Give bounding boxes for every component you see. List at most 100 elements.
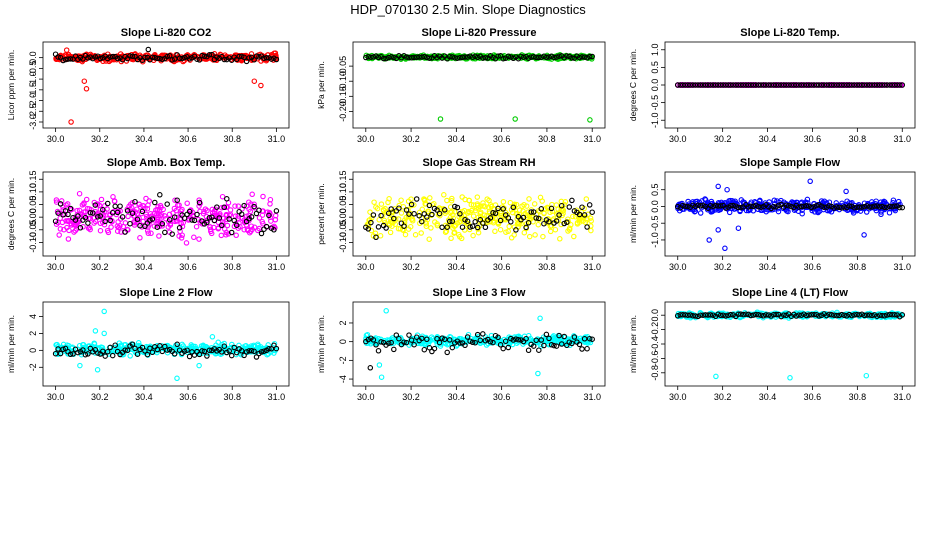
x-tick-label: 30.8 [849, 134, 867, 144]
data-point [124, 347, 131, 354]
data-point [107, 217, 113, 224]
data-point [530, 54, 537, 60]
data-point [818, 203, 825, 209]
data-point [424, 54, 430, 61]
data-point [144, 216, 150, 223]
data-point [196, 236, 202, 242]
data-point [258, 230, 265, 237]
y-tick-label: -0.5 [650, 215, 660, 231]
data-point [564, 338, 570, 345]
data-point [535, 221, 542, 228]
x-tick-label: 30.2 [91, 134, 109, 144]
data-point [172, 197, 178, 204]
data-point [472, 219, 478, 225]
data-point [266, 212, 272, 219]
y-tick-label: -0.5 [650, 95, 660, 111]
data-point [536, 54, 542, 61]
y-tick-label: 0.0 [650, 309, 660, 322]
data-point-outlier [512, 116, 518, 122]
data-point [732, 198, 738, 205]
data-point [444, 197, 450, 204]
data-point [204, 219, 210, 226]
data-point [115, 346, 121, 352]
data-point-outlier [378, 374, 385, 380]
data-point [406, 54, 412, 61]
data-point [151, 211, 158, 217]
data-point [446, 53, 453, 60]
data-point [690, 82, 696, 88]
y-tick-label: -0.15 [338, 86, 348, 107]
data-point [899, 82, 906, 88]
data-point-outlier [83, 86, 90, 92]
data-point [140, 203, 146, 209]
data-point [58, 198, 65, 204]
data-point-outlier [535, 370, 541, 377]
x-tick-label: 30.0 [357, 134, 375, 144]
data-point [581, 212, 588, 218]
data-point [833, 82, 840, 88]
data-point [179, 55, 185, 62]
data-point [74, 207, 80, 214]
data-point [164, 201, 170, 207]
data-point [71, 229, 77, 235]
x-tick-label: 30.6 [804, 134, 822, 144]
data-point [533, 215, 539, 221]
y-tick-label: -0.10 [338, 232, 348, 253]
data-point [157, 192, 163, 198]
data-point [506, 223, 512, 230]
data-point [434, 222, 441, 229]
data-point [889, 203, 895, 210]
data-point-outlier [63, 47, 70, 53]
data-point [396, 205, 402, 211]
data-point-outlier [706, 237, 712, 243]
data-point [381, 217, 388, 224]
data-point-outlier [209, 334, 216, 340]
data-point [426, 202, 433, 209]
data-point [164, 347, 170, 353]
data-point [196, 203, 202, 209]
data-point [501, 205, 507, 211]
chart-panel-9: Slope Line 4 (LT) Flow 30.0 30.2 30.4 30.6 30… [628, 287, 916, 402]
data-point [407, 223, 414, 230]
data-point [452, 54, 458, 61]
data-point [241, 202, 247, 209]
data-point-outlier [587, 117, 593, 123]
data-point [783, 202, 789, 208]
data-point [846, 82, 853, 88]
data-point [171, 214, 178, 220]
data-point [233, 349, 240, 356]
data-point [154, 216, 161, 223]
y-tick-label: -0.4 [650, 336, 660, 352]
data-point [114, 228, 121, 234]
data-point [446, 218, 453, 225]
data-point [87, 209, 94, 216]
data-point [377, 233, 384, 239]
x-tick-label: 30.2 [91, 262, 109, 272]
plot-frame [42, 41, 290, 129]
data-point [896, 204, 903, 211]
data-point [753, 82, 759, 88]
y-tick-label: -2.5 [28, 104, 38, 120]
data-point [545, 205, 551, 211]
data-point [449, 218, 456, 224]
data-point-outlier [68, 119, 74, 125]
data-point [854, 82, 860, 88]
data-point [80, 224, 86, 230]
data-point [526, 196, 532, 202]
data-point [156, 233, 162, 239]
data-point [119, 214, 126, 220]
data-point [712, 82, 719, 88]
x-tick-label: 31.0 [268, 134, 286, 144]
data-point [228, 229, 235, 236]
data-point [775, 208, 782, 215]
data-point [419, 206, 426, 213]
data-point [169, 57, 175, 63]
data-point [436, 210, 443, 217]
data-series [675, 178, 903, 252]
data-point [82, 214, 89, 221]
data-point [788, 203, 795, 210]
data-point [468, 201, 475, 208]
data-point [387, 218, 394, 225]
data-point [271, 227, 277, 233]
data-point [398, 197, 404, 203]
